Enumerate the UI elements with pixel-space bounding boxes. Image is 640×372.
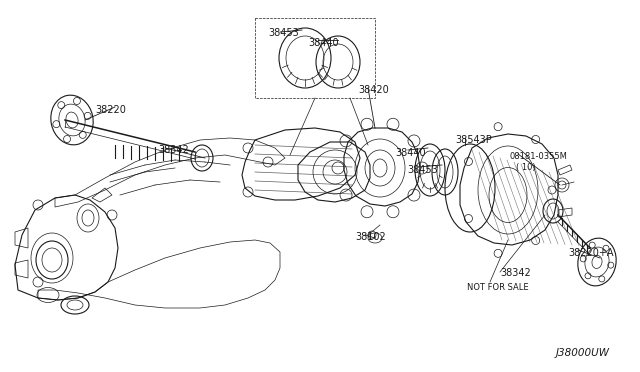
Text: 38420: 38420: [358, 85, 388, 95]
Text: 38453: 38453: [407, 165, 438, 175]
Text: 38440: 38440: [395, 148, 426, 158]
Bar: [255, 18, 375, 98]
Text: 38440: 38440: [308, 38, 339, 48]
Text: J38000UW: J38000UW: [556, 348, 610, 358]
Text: NOT FOR SALE: NOT FOR SALE: [467, 283, 529, 292]
Text: 08181-0355M: 08181-0355M: [509, 152, 567, 161]
Text: 38102: 38102: [355, 232, 386, 242]
Text: ( 10): ( 10): [516, 163, 536, 172]
Text: 38220: 38220: [95, 105, 126, 115]
Text: 38342: 38342: [500, 268, 531, 278]
Text: 38220+A: 38220+A: [568, 248, 614, 258]
Text: 38342: 38342: [158, 145, 189, 155]
Text: 38453: 38453: [268, 28, 299, 38]
Text: 38543P: 38543P: [455, 135, 492, 145]
